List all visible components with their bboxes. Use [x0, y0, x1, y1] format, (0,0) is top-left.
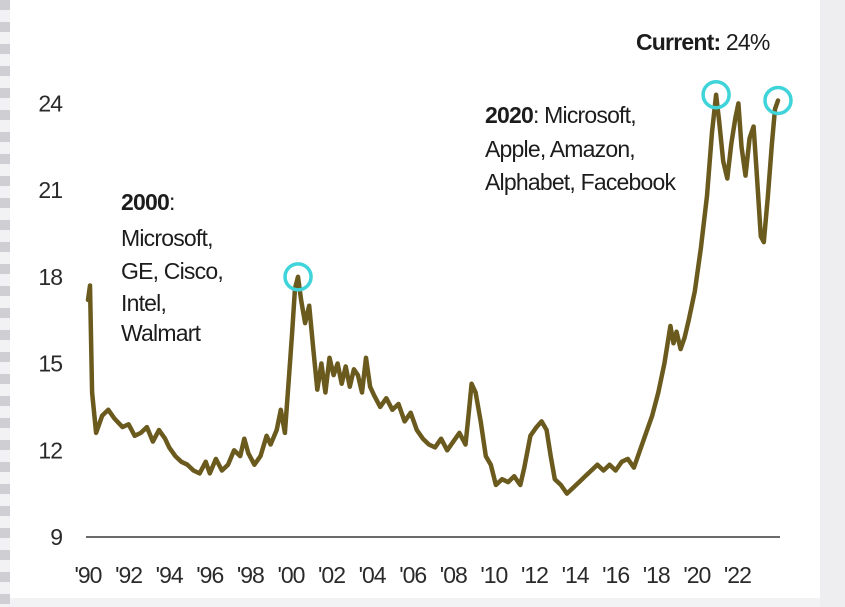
annotation-2020-line1: 2020: Microsoft, [485, 102, 636, 128]
annotation-2000-line1: 2000: [121, 189, 175, 215]
x-tick-label: '92 [115, 562, 142, 588]
x-tick-label: '10 [480, 562, 507, 588]
x-tick-label: '94 [156, 562, 184, 588]
x-tick-label: '98 [237, 562, 264, 588]
y-tick-label: 24 [38, 90, 63, 116]
highlight-circle [283, 262, 313, 292]
y-tick-label: 18 [38, 264, 62, 290]
x-tick-label: '22 [724, 562, 751, 588]
x-tick-label: '18 [643, 562, 670, 588]
highlight-circle [701, 79, 731, 110]
x-tick-label: '04 [359, 562, 387, 588]
y-tick-label: 15 [38, 351, 62, 377]
series-line [85, 92, 781, 496]
current-label: Current: [636, 29, 720, 55]
x-tick-label: '08 [440, 562, 467, 588]
annotation-2000-company-2: GE, Cisco, [121, 258, 223, 284]
current-annotation: Current: 24% [636, 29, 770, 55]
highlight-circle [763, 85, 793, 116]
y-tick-label: 9 [50, 524, 62, 550]
x-tick-label: '90 [75, 562, 102, 588]
current-value: 24% [720, 29, 770, 55]
annotation-2000-company-1: Microsoft, [121, 225, 213, 251]
x-tick-label: '00 [277, 562, 304, 588]
annotation-2020-line2: Apple, Amazon, [485, 136, 635, 162]
y-tick-label: 12 [38, 437, 62, 463]
annotation-2020-year: 2020 [485, 102, 533, 128]
x-tick-label: '20 [683, 562, 710, 588]
left-dashed-border [0, 0, 10, 607]
x-tick-label: '14 [562, 562, 590, 588]
annotation-2020-line3: Alphabet, Facebook [485, 169, 676, 195]
annotation-2000-company-4: Walmart [121, 320, 202, 346]
x-tick-label: '02 [318, 562, 345, 588]
x-tick-label: '96 [196, 562, 223, 588]
annotation-2000-year: 2000 [121, 189, 169, 215]
highlight-markers [283, 79, 793, 292]
y-tick-label: 21 [38, 177, 62, 203]
x-tick-label: '12 [521, 562, 548, 588]
chart-frame [10, 0, 820, 598]
annotation-2000-company-3: Intel, [121, 290, 166, 316]
x-tick-label: '06 [399, 562, 426, 588]
right-border [820, 0, 845, 607]
series-group [85, 92, 781, 496]
annotation-2000-colon: : [169, 189, 175, 215]
annotation-2020-text1: : Microsoft, [533, 102, 636, 128]
x-tick-label: '16 [602, 562, 629, 588]
y-axis-ticks: 9 12 15 18 21 24 [38, 90, 64, 550]
x-axis-ticks: '90 '92 '94 '96 '98 '00 '02 '04 '06 '08 '10 '12 '14 '… [75, 562, 753, 588]
